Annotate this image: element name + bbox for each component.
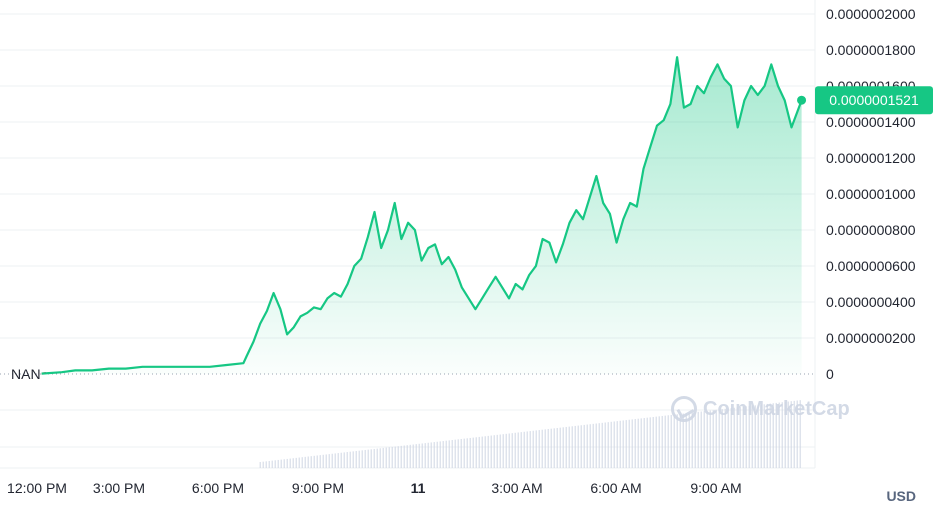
current-price-badge [815, 86, 933, 115]
y-tick-label: 0.0000001800 [826, 42, 916, 58]
x-tick-label: 3:00 AM [491, 480, 542, 496]
x-tick-label: 3:00 PM [93, 480, 145, 496]
current-price-label: 0.0000001521 [829, 92, 919, 108]
y-tick-label: 0.0000000400 [826, 294, 916, 310]
start-nan-label: NAN [11, 366, 41, 382]
x-axis-labels: 12:00 PM 3:00 PM 6:00 PM 9:00 PM 11 3:00 AM 6:… [7, 480, 742, 496]
y-tick-label: 0.0000001000 [826, 186, 916, 202]
y-tick-label: 0.0000001400 [826, 114, 916, 130]
y-tick-label: 0.0000000800 [826, 222, 916, 238]
y-axis-labels: 0.00000020000.00000018000.00000016000.00… [826, 6, 916, 382]
x-tick-label: 11 [411, 480, 426, 496]
volume-bars [259, 400, 801, 468]
x-tick-label: 6:00 PM [192, 480, 244, 496]
y-tick-label: 0.0000000600 [826, 258, 916, 274]
y-tick-label: 0.0000002000 [826, 6, 916, 22]
coinmarketcap-watermark: CoinMarketCap [671, 396, 850, 422]
price-line-group: NAN [11, 56, 807, 382]
x-tick-label: 12:00 PM [7, 480, 67, 496]
x-tick-label: 9:00 PM [292, 480, 344, 496]
coinmarketcap-logo-icon [671, 396, 697, 422]
price-area-fill [41, 57, 802, 374]
watermark-logo-text: CoinMarketCap [703, 397, 850, 420]
y-tick-label: 0.0000000200 [826, 330, 916, 346]
x-tick-label: 9:00 AM [690, 480, 741, 496]
currency-label: USD [886, 488, 916, 504]
price-line [41, 56, 803, 375]
y-tick-label: 0.0000001200 [826, 150, 916, 166]
current-price-badge-group: 0.0000001521 [815, 86, 933, 115]
current-price-dot [797, 95, 807, 105]
price-area [41, 57, 802, 374]
x-tick-label: 6:00 AM [590, 480, 641, 496]
y-tick-label: 0 [826, 366, 834, 382]
